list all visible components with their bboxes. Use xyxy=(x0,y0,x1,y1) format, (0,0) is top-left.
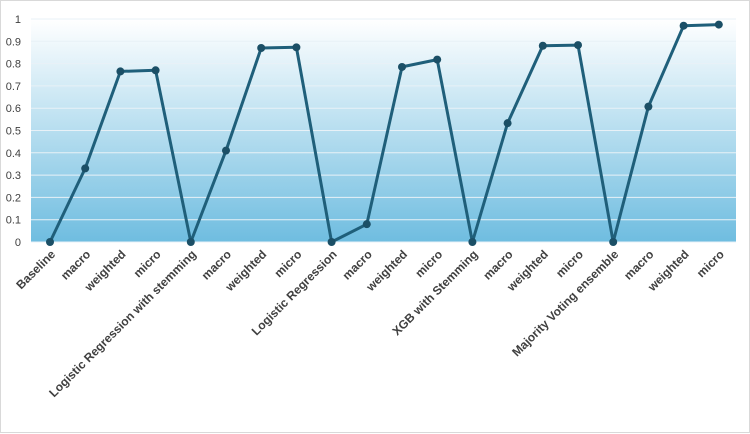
data-point xyxy=(714,20,723,29)
x-tick-label: micro xyxy=(131,247,164,280)
data-point xyxy=(46,238,54,246)
x-tick-label: micro xyxy=(694,247,727,280)
data-point xyxy=(292,43,301,52)
y-tick-label: 0.1 xyxy=(6,215,21,227)
data-point xyxy=(679,21,688,30)
x-tick-label: micro xyxy=(272,247,305,280)
y-tick-label: 1 xyxy=(15,14,21,26)
data-point xyxy=(644,102,653,111)
y-tick-label: 0.9 xyxy=(6,36,21,48)
y-tick-label: 0.5 xyxy=(6,126,21,138)
data-point xyxy=(503,119,512,128)
data-point xyxy=(574,41,582,50)
y-axis: 0 0.1 0.2 0.3 0.4 0.5 0.6 0.7 0.8 0.9 1 xyxy=(6,14,21,249)
gridlines xyxy=(31,18,736,243)
series-line xyxy=(48,23,719,244)
data-point xyxy=(538,41,547,50)
series-markers xyxy=(46,20,723,246)
x-tick-label: Baseline xyxy=(13,247,58,292)
y-tick-label: 0.3 xyxy=(6,170,21,182)
data-point xyxy=(609,238,618,246)
data-point xyxy=(398,62,406,71)
x-tick-label: micro xyxy=(412,247,445,280)
data-point xyxy=(468,238,477,246)
data-point xyxy=(116,67,125,76)
data-point xyxy=(81,164,90,173)
data-point xyxy=(433,55,442,64)
y-tick-label: 0.6 xyxy=(6,103,21,115)
data-point xyxy=(151,66,160,75)
data-point xyxy=(257,43,266,52)
y-tick-label: 0.2 xyxy=(6,192,21,204)
data-point xyxy=(186,238,195,246)
y-tick-label: 0.7 xyxy=(6,81,21,93)
data-point xyxy=(362,220,371,229)
y-tick-label: 0 xyxy=(15,237,21,249)
data-point xyxy=(327,238,336,246)
y-tick-label: 0.8 xyxy=(6,59,21,71)
y-tick-label: 0.4 xyxy=(6,148,21,160)
data-point xyxy=(222,146,230,155)
x-tick-label: micro xyxy=(553,247,586,280)
series-line-layer xyxy=(48,23,719,244)
